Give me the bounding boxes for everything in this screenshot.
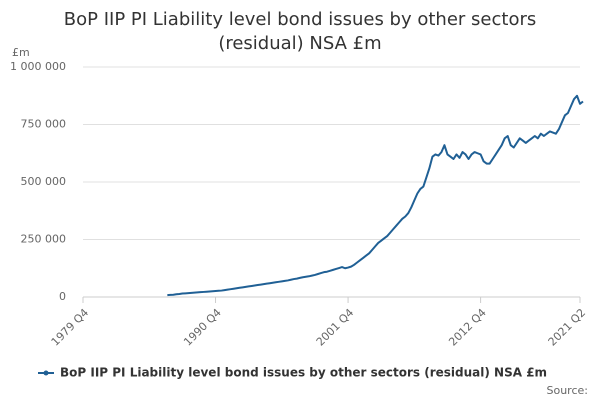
x-tick-label: 1979 Q4 bbox=[49, 306, 92, 349]
x-tick-label: 1990 Q4 bbox=[181, 306, 224, 349]
legend-label: BoP IIP PI Liability level bond issues b… bbox=[60, 366, 547, 380]
x-tick-label: 2021 Q2 bbox=[546, 306, 589, 349]
chart-title: BoP IIP PI Liability level bond issues b… bbox=[63, 9, 537, 54]
x-tick-label: 2001 Q4 bbox=[314, 306, 357, 349]
y-tick-label: 0 bbox=[59, 290, 66, 303]
source: Source: bbox=[547, 384, 589, 397]
y-axis-label: £m bbox=[12, 46, 30, 59]
y-tick-label: 250 000 bbox=[21, 233, 67, 246]
legend-marker bbox=[43, 370, 49, 376]
x-tick-label: 2012 Q4 bbox=[446, 306, 489, 349]
y-tick-label: 1 000 000 bbox=[10, 60, 66, 73]
y-tick-label: 750 000 bbox=[21, 118, 67, 131]
line bbox=[167, 94, 584, 297]
y-tick-label: 500 000 bbox=[21, 175, 67, 188]
